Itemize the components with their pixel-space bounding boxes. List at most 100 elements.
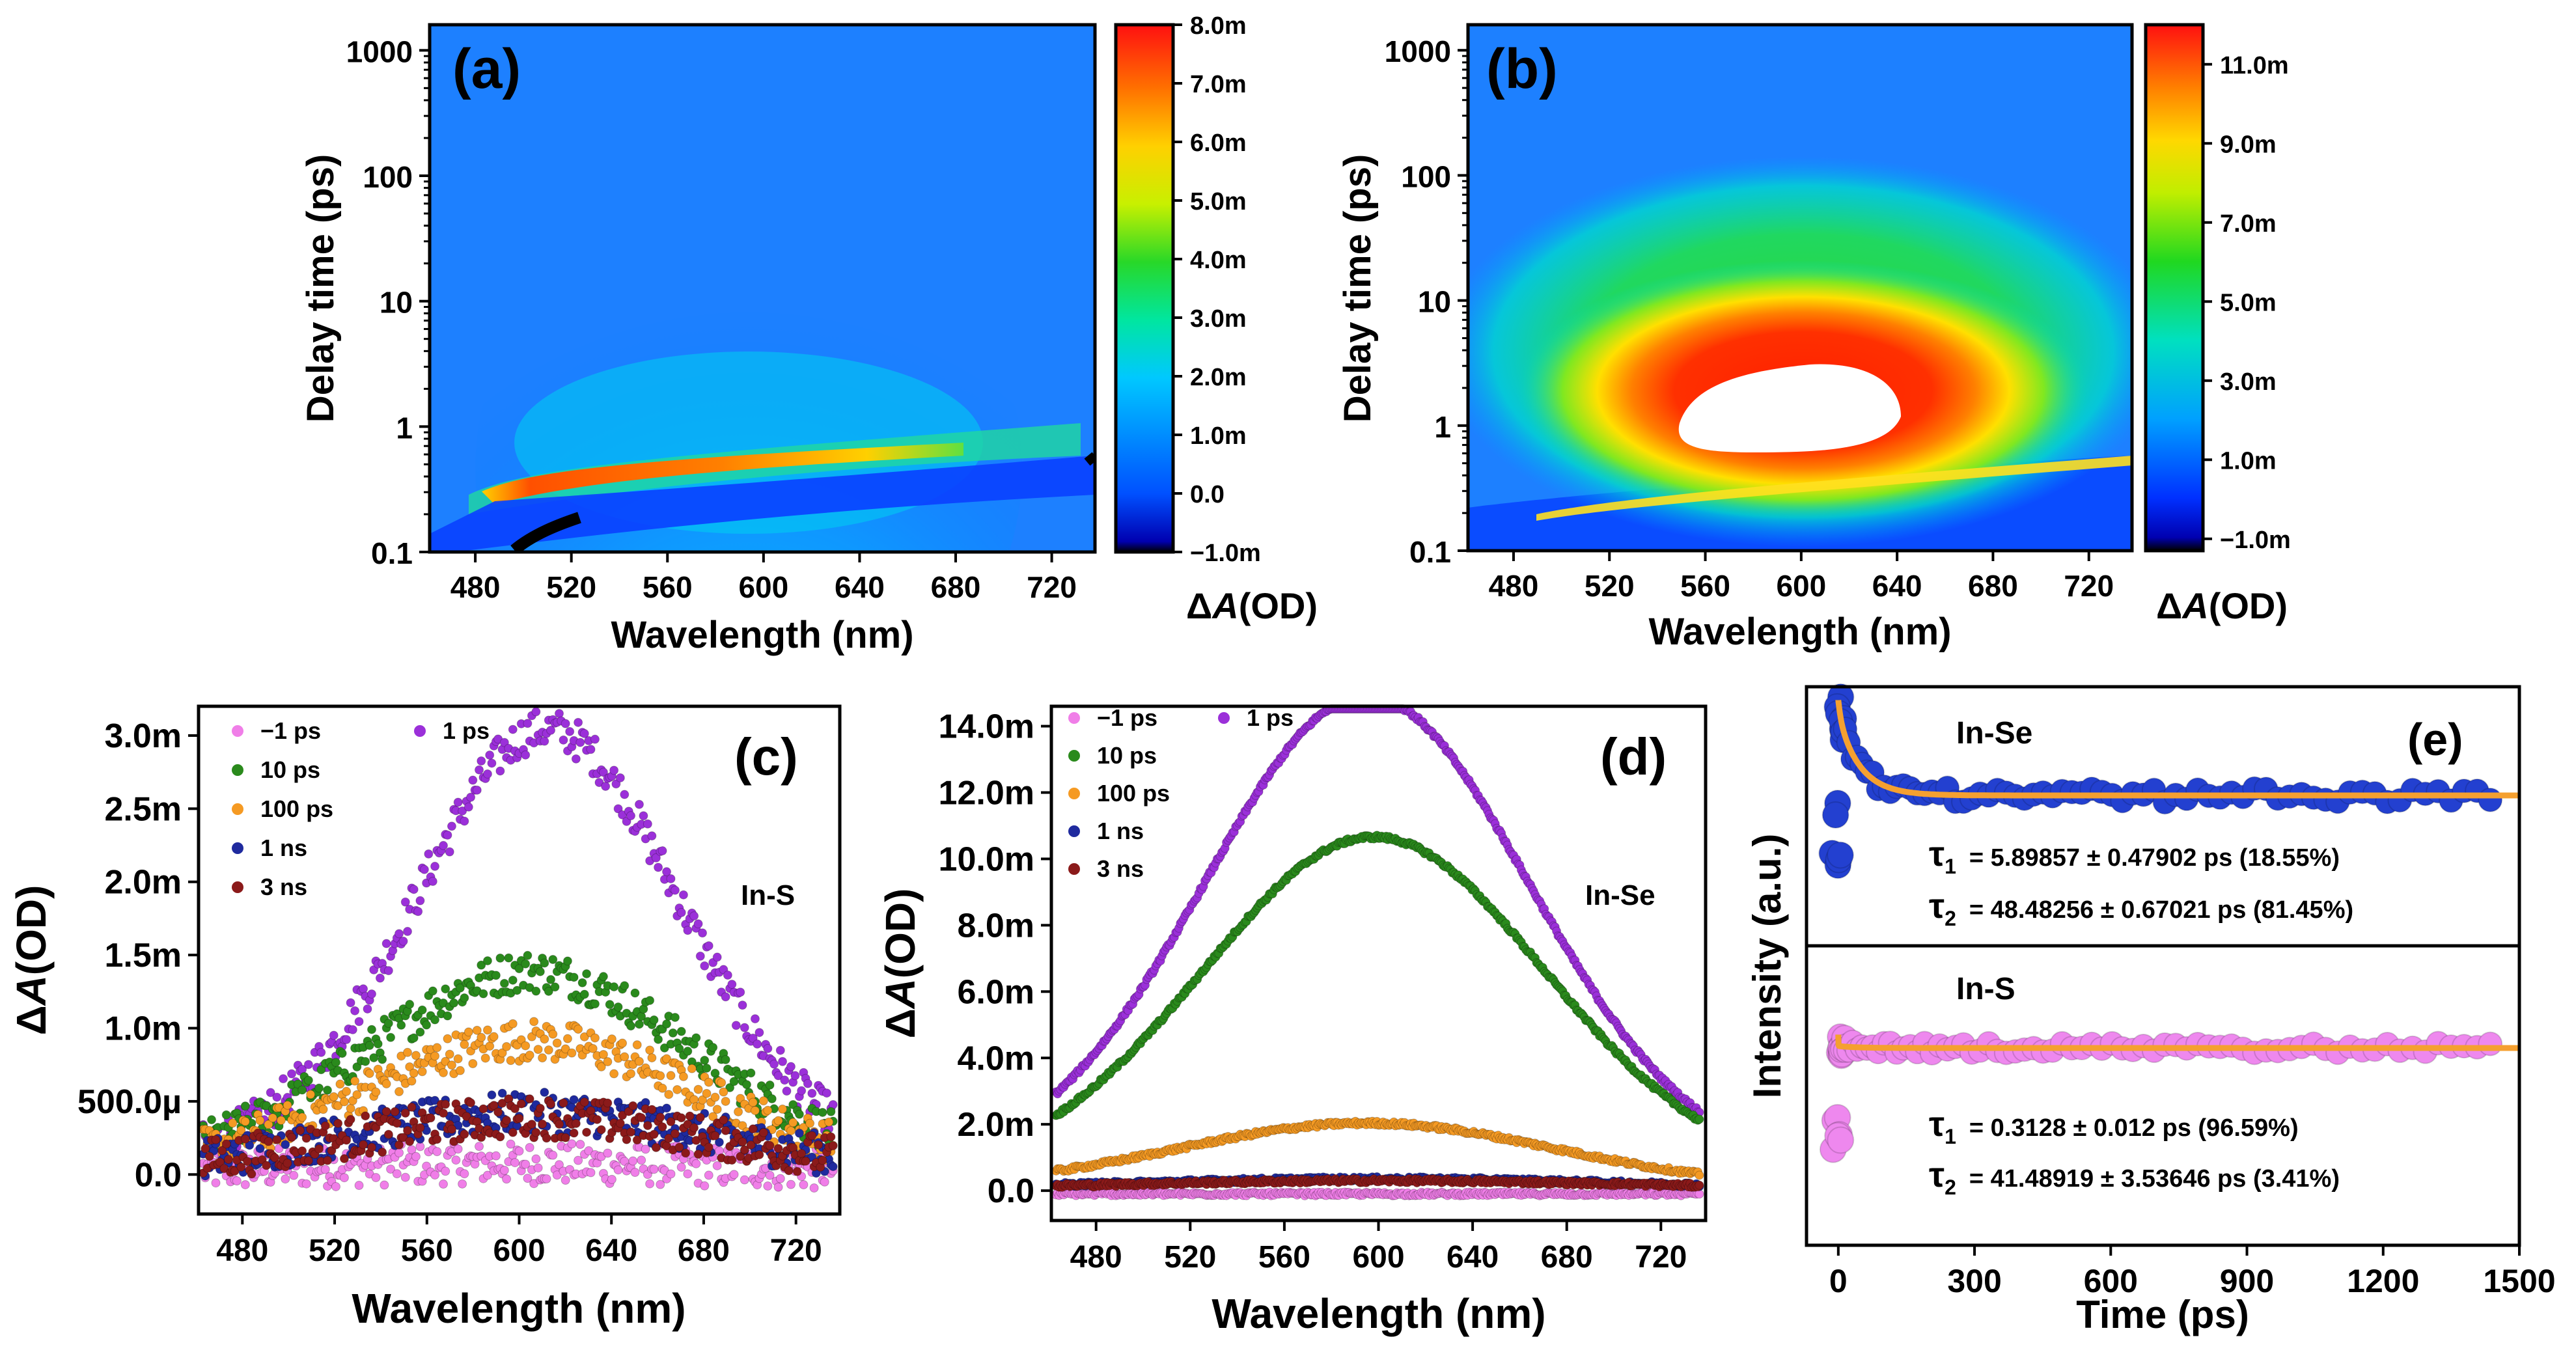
data-point [460, 1129, 469, 1139]
data-point [281, 1174, 290, 1184]
data-point [542, 1174, 551, 1184]
data-point [354, 1181, 364, 1191]
data-point [480, 1053, 490, 1063]
data-point [478, 989, 488, 999]
y-tick-label: 1.0m [104, 1010, 182, 1048]
heatmap-b-xlabel: Wavelength (nm) [1648, 611, 1951, 653]
data-point [740, 1175, 749, 1185]
data-point [516, 1099, 526, 1109]
data-point [698, 928, 708, 938]
data-point [645, 1045, 655, 1055]
data-point [630, 1168, 640, 1178]
data-point [544, 1045, 553, 1055]
data-point [451, 1155, 461, 1165]
data-point [656, 1180, 665, 1189]
legend-label: −1 ps [1097, 704, 1157, 731]
data-point [645, 1179, 655, 1189]
data-point [527, 1120, 536, 1129]
data-point [432, 1135, 442, 1144]
data-point [780, 1075, 790, 1085]
data-point [369, 1053, 379, 1062]
data-point [221, 1139, 231, 1149]
data-point [316, 1065, 326, 1075]
data-point [786, 1126, 796, 1136]
data-point [634, 1056, 644, 1066]
data-point [365, 1069, 374, 1079]
data-point [639, 811, 648, 821]
data-point [691, 1159, 701, 1168]
data-point [2478, 1031, 2503, 1056]
heatmap-a-ylabel: Delay time (ps) [299, 154, 342, 423]
data-point [620, 981, 630, 991]
data-point [514, 1146, 524, 1156]
data-point [482, 1025, 492, 1035]
data-point [607, 1174, 616, 1184]
data-point [687, 1064, 697, 1073]
data-point [424, 849, 434, 859]
data-point [439, 1109, 449, 1118]
data-point [731, 1021, 741, 1030]
data-point [712, 1105, 722, 1114]
legend-label: 100 ps [1097, 780, 1170, 807]
data-point [283, 1158, 292, 1168]
data-point [755, 1150, 764, 1159]
data-point [683, 1046, 693, 1056]
data-point [439, 1068, 449, 1077]
data-point [240, 1134, 250, 1144]
data-point [790, 1071, 800, 1081]
data-point [601, 781, 611, 791]
data-point [809, 1183, 819, 1193]
data-point [605, 1000, 615, 1010]
data-point [773, 1182, 783, 1192]
data-point [721, 1096, 730, 1106]
data-point [458, 1179, 467, 1189]
x-tick-label: 720 [2064, 569, 2114, 603]
legend-label: 3 ns [1097, 855, 1144, 882]
x-tick-label: 480 [1070, 1240, 1122, 1275]
data-point [649, 1015, 659, 1025]
data-point [443, 1011, 452, 1021]
data-point [818, 1155, 827, 1165]
legend-marker [1218, 712, 1230, 724]
x-tick-label: 680 [931, 570, 981, 604]
data-point [626, 1127, 636, 1137]
colorbar-tick-label: 1.0m [2220, 447, 2277, 475]
data-point [805, 1118, 815, 1128]
data-point [430, 1015, 440, 1025]
data-point [626, 1069, 636, 1079]
data-point [820, 1177, 829, 1187]
data-point [521, 750, 531, 760]
colorbar-tick-label: 9.0m [2220, 131, 2277, 158]
data-point [828, 1162, 838, 1172]
data-point [567, 1048, 577, 1058]
y-tick-label: 0.0 [135, 1156, 182, 1194]
data-point [323, 1085, 333, 1095]
data-point [626, 811, 636, 821]
data-point [634, 1019, 644, 1029]
data-point [487, 758, 497, 768]
data-point [475, 765, 484, 775]
data-point [508, 1127, 518, 1137]
data-point [676, 907, 686, 917]
data-point [562, 1034, 572, 1043]
data-point [381, 939, 391, 948]
data-point [765, 1140, 775, 1150]
data-point [666, 874, 676, 883]
data-point [443, 1034, 452, 1043]
data-point [337, 1049, 347, 1058]
data-point [407, 1145, 417, 1155]
data-point [409, 885, 419, 894]
data-point [775, 1174, 785, 1183]
data-point [550, 982, 560, 992]
legend-marker [232, 881, 243, 893]
data-point [455, 1066, 465, 1075]
data-point [533, 1163, 543, 1173]
data-point [318, 1105, 328, 1114]
kinetics-e-inse-label: In-Se [1956, 716, 2032, 751]
data-point [666, 1071, 676, 1081]
data-point [472, 785, 482, 795]
data-point [529, 1017, 539, 1027]
data-point [289, 1170, 299, 1180]
